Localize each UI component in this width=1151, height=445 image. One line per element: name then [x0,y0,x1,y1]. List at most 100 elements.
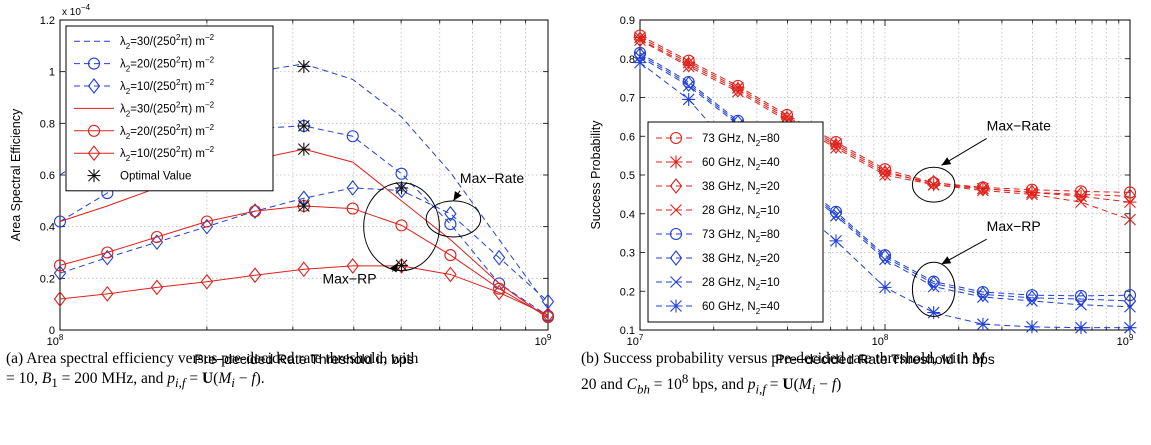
caption-b-line2: 20 and Cbh = 108 bps, and pi,f = U(Mi − … [581,371,842,397]
legend-swatch-marker [87,78,101,94]
data-point-2 [444,205,457,222]
legend-swatch-marker [87,57,101,70]
annotation-ellipse [911,261,956,317]
y-tick-label: 0.8 [620,54,635,66]
data-point-3 [830,141,842,154]
data-point-4 [200,215,213,228]
legend-label: 60 GHz, N2=40 [702,301,780,316]
annotation-label: Max−RP [987,218,1041,234]
data-point-1 [1074,189,1088,203]
data-point-5 [101,285,114,302]
x-tick-label: 109 [535,333,552,348]
data-point-6 [1124,300,1136,313]
data-point-2 [346,180,359,196]
legend-label: 73 GHz, N2=80 [702,229,780,244]
data-point-3 [732,85,744,98]
legend-label: λ2=20/(2502π) m−2 [120,123,215,141]
data-point-6 [927,280,940,293]
data-point-5 [346,258,359,274]
legend-label: 28 GHz, N2=10 [702,277,780,292]
data-point-3 [1075,196,1087,209]
data-point-2 [248,203,262,220]
data-point-7 [1074,321,1088,335]
data-point-1 [1123,195,1137,209]
data-point-1 [1025,185,1039,199]
annotation-ellipse [363,182,440,272]
data-point-1 [976,182,990,196]
data-point-7 [1123,321,1137,335]
data-point-3 [927,178,940,191]
data-point-5 [1025,289,1039,306]
series-line-1 [639,36,1131,203]
optimal-point [395,258,409,272]
data-point-4 [493,282,506,295]
legend-swatch-marker [669,155,683,169]
annotation-label: Max−RP [322,271,376,287]
data-point-6 [830,209,842,222]
data-point-1 [444,218,457,231]
data-point-6 [977,291,989,303]
legend-0: λ2=30/(2502π) m−2 λ2=20/(2502π) m−2 λ2=10/… [65,25,274,192]
optimal-point [297,199,311,213]
data-point-5 [1074,291,1088,307]
data-point-6 [1075,298,1087,311]
legend-label: λ2=30/(2502π) m−2 [120,33,215,51]
data-point-1 [633,30,647,44]
optimal-point [297,119,311,133]
data-point-6 [1026,295,1038,307]
annotation-label: Max−Rate [987,117,1051,133]
series-line-0 [639,35,1131,193]
y-tick-label: 0.2 [40,273,55,285]
data-point-4 [1074,289,1088,302]
data-point-2 [150,234,164,251]
y-tick-label: 0.4 [620,209,635,221]
y-tick-label: 0.1 [620,325,635,337]
y-tick-label: 0.8 [40,118,55,130]
annotation-label: Max−Rate [460,170,524,186]
data-point-4 [53,259,67,272]
data-point-5 [150,279,164,296]
annotation-ellipse [425,200,482,238]
annotation-arrowhead [941,157,952,166]
data-point-2 [1123,188,1137,205]
data-point-7 [1025,320,1039,334]
data-point-3 [879,169,891,181]
annotation-arrowhead [941,256,952,265]
data-point-3 [977,184,989,197]
x-tick-label: 107 [627,333,644,348]
data-point-4 [395,219,408,232]
legend-box [647,121,824,323]
data-point-5 [927,275,940,292]
data-point-2 [101,249,114,266]
legend-label: λ2=10/(2502π) m−2 [120,78,215,96]
legend-swatch-marker [87,145,101,162]
legend-swatch-marker [87,169,101,183]
legend-label: 73 GHz, N2=80 [702,133,780,148]
data-point-1 [682,56,696,70]
y-multiplier: x 10−4 [62,3,91,18]
data-point-5 [976,286,990,303]
legend-label: λ2=20/(2502π) m−2 [120,56,215,74]
y-tick-label: 0.2 [620,286,635,298]
legend-swatch-marker [669,227,683,241]
data-point-2 [492,249,506,266]
data-point-7 [682,92,696,106]
legend-label: λ2=10/(2502π) m−2 [120,145,215,163]
data-point-5 [200,273,214,290]
data-point-5 [248,267,262,284]
axes-frame [639,19,1131,331]
y-tick-label: 0.5 [620,170,635,182]
y-tick-label: 1 [49,67,55,79]
y-tick-label: 0.6 [620,131,635,143]
data-point-5 [444,266,457,283]
legend-label: 28 GHz, N2=10 [702,205,780,220]
y-axis-label: Area Spectral Efficiency [9,108,23,241]
data-point-4 [101,246,114,259]
data-point-4 [346,202,359,215]
legend-label: Optimal Value [120,171,191,183]
series-line-2 [59,187,549,302]
caption-a-line2: = 10, B1 = 200 MHz, and pi,f = U(Mi − f)… [6,370,265,391]
data-point-5 [53,291,67,307]
annotation-arrowhead [453,191,462,201]
